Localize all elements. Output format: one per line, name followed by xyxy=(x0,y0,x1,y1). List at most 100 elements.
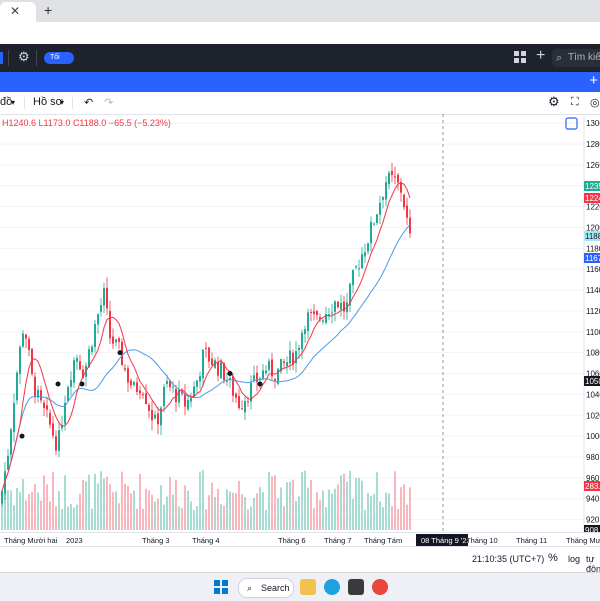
time-tick-label: Tháng 11 xyxy=(516,536,547,545)
edge-icon[interactable] xyxy=(324,579,340,595)
price-tick-label: 1200 xyxy=(586,224,600,233)
candle-body xyxy=(151,410,153,421)
price-badge xyxy=(584,376,600,386)
time-tick-label: Tháng 10 xyxy=(466,536,498,545)
price-badge xyxy=(584,253,600,263)
candle-body xyxy=(229,377,231,380)
candle-body xyxy=(10,429,12,455)
auto-scale-button[interactable]: tự động xyxy=(586,554,600,574)
volume-bar xyxy=(235,493,237,530)
store-icon[interactable] xyxy=(348,579,364,595)
volume-bar xyxy=(238,480,240,530)
theme-toggle[interactable]: Tối xyxy=(44,52,74,64)
volume-bar xyxy=(292,479,294,530)
profile-menu-button[interactable]: Hồ sơ xyxy=(33,96,63,108)
chevron-down-icon: ▾ xyxy=(11,98,16,107)
volume-bar xyxy=(100,471,102,530)
volume-bar xyxy=(361,480,363,530)
volume-bar xyxy=(277,498,279,530)
volume-bar xyxy=(106,476,108,530)
gear-icon[interactable]: ⚙ xyxy=(18,49,30,64)
volume-bar xyxy=(286,482,288,530)
candle-body xyxy=(403,194,405,208)
redo-icon[interactable]: ↷ xyxy=(104,97,114,109)
taskbar-search[interactable]: ⌕ Search xyxy=(238,578,294,598)
price-tick-label: 960 xyxy=(586,474,600,483)
candle-body xyxy=(205,347,207,349)
chrome-icon[interactable] xyxy=(372,579,388,595)
candle-body xyxy=(277,368,279,384)
search-input[interactable]: ⌕Tìm kiếm xyxy=(552,49,600,67)
candle-body xyxy=(148,404,150,411)
volume-bar xyxy=(43,475,45,530)
time-tick-label: Tháng 3 xyxy=(142,536,170,545)
volume-bar xyxy=(364,509,366,530)
volume-bar xyxy=(169,476,171,530)
candle-body xyxy=(22,333,24,347)
volume-bar xyxy=(298,496,300,530)
tab-bar: + xyxy=(0,72,600,92)
fullscreen-icon[interactable]: ⛶ xyxy=(571,96,579,108)
volume-bar xyxy=(142,508,144,530)
candle-body xyxy=(133,381,135,385)
volume-bar xyxy=(301,472,303,530)
close-icon[interactable]: ✕ xyxy=(10,4,21,18)
volume-bar xyxy=(16,487,18,530)
candle-body xyxy=(274,378,276,381)
new-tab-icon[interactable]: + xyxy=(44,2,53,18)
camera-icon[interactable]: ◎ xyxy=(590,97,600,109)
add-icon[interactable]: + xyxy=(536,47,546,64)
volume-bar xyxy=(226,489,228,530)
volume-bar xyxy=(178,506,180,530)
volume-bar xyxy=(214,496,216,530)
volume-bar xyxy=(313,508,315,530)
volume-bar xyxy=(325,507,327,530)
volume-bar xyxy=(343,473,345,530)
price-tick-label: 1260 xyxy=(586,161,600,170)
volume-bar xyxy=(205,509,207,530)
price-chart[interactable]: 920 940 960 980 1000 1020 1040 1060 1080 1100 1120… xyxy=(0,114,600,532)
candle-body xyxy=(382,197,384,200)
volume-bars xyxy=(1,470,411,530)
log-scale-button[interactable]: log xyxy=(568,554,581,564)
windows-start-icon[interactable] xyxy=(214,580,228,594)
percent-icon[interactable]: % xyxy=(548,552,558,564)
candle-body xyxy=(178,389,180,403)
candle-body xyxy=(46,405,48,410)
candle-body xyxy=(40,390,42,401)
volume-bar xyxy=(268,472,270,530)
add-tab-icon[interactable]: + xyxy=(589,72,598,89)
time-axis[interactable]: Tháng Mười hai 2023 Tháng 3 Tháng 4 Tháng 6 T… xyxy=(0,532,600,547)
candles xyxy=(1,162,411,507)
volume-bar xyxy=(217,488,219,530)
volume-bar xyxy=(310,479,312,530)
price-tick-label: 980 xyxy=(586,453,600,462)
candle-body xyxy=(37,389,39,398)
candle-body xyxy=(217,361,219,376)
candle-body xyxy=(139,390,141,394)
price-badge-label: 1224 xyxy=(585,194,600,203)
chart-toolbar: đồ ▾ Hồ sơ ▾ ↶ ↷ ⚙ ⛶ ◎ xyxy=(0,92,600,115)
volume-bar xyxy=(400,487,402,530)
volume-bar xyxy=(7,490,9,530)
file-explorer-icon[interactable] xyxy=(300,579,316,595)
os-taskbar: ⌕ Search xyxy=(0,572,600,601)
undo-icon[interactable]: ↶ xyxy=(84,97,94,109)
volume-bar xyxy=(208,495,210,530)
candle-body xyxy=(55,436,57,451)
volume-bar xyxy=(139,473,141,530)
volume-bar xyxy=(403,484,405,530)
browser-tab[interactable]: ✕ xyxy=(0,2,36,22)
volume-bar xyxy=(184,485,186,530)
candle-body xyxy=(391,171,393,175)
layout-grid-icon[interactable] xyxy=(514,51,526,63)
signal-marker xyxy=(227,371,233,377)
volume-bar xyxy=(103,478,105,530)
candle-body xyxy=(358,268,360,270)
volume-bar xyxy=(211,482,213,530)
chart-menu-button[interactable]: đồ xyxy=(0,96,13,108)
candle-body xyxy=(211,358,213,365)
candle-body xyxy=(280,358,282,372)
volume-bar xyxy=(181,507,183,530)
settings-icon[interactable]: ⚙ xyxy=(548,94,560,109)
